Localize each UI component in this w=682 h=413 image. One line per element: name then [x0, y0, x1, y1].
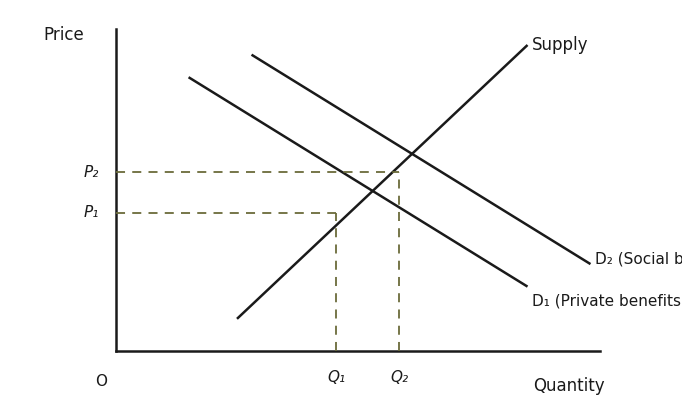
Text: P₁: P₁	[84, 205, 99, 220]
Text: P₂: P₂	[84, 165, 99, 180]
Text: Supply: Supply	[533, 36, 589, 54]
Text: O: O	[95, 374, 107, 389]
Text: Q₂: Q₂	[390, 370, 409, 385]
Text: D₂ (Social benefits): D₂ (Social benefits)	[595, 252, 682, 267]
Text: Price: Price	[44, 26, 84, 44]
Text: Quantity: Quantity	[533, 377, 605, 395]
Text: D₁ (Private benefits only): D₁ (Private benefits only)	[533, 294, 682, 309]
Text: Q₁: Q₁	[327, 370, 345, 385]
